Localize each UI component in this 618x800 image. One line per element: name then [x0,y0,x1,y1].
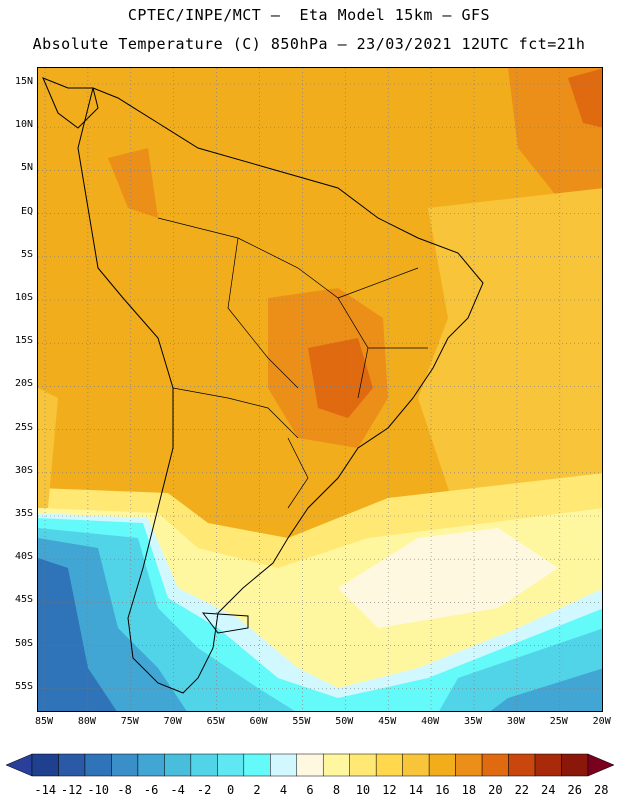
colorbar-swatch [137,753,165,777]
longitude-label: 70W [163,716,182,727]
field-hotter-core [308,338,373,418]
colorbar-swatch [270,753,298,777]
latitude-label: 25S [14,421,33,433]
longitude-label: 35W [463,716,483,727]
colorbar-swatch [217,753,245,777]
south-america-outline [77,87,484,694]
colorbar-label: -14 [34,783,57,797]
colorbar-label: 4 [279,783,288,797]
field-hot-andes-north [108,148,158,218]
colorbar-label: 10 [355,783,371,797]
colorbar-label: 12 [382,783,397,797]
colorbar-label: -4 [170,783,185,797]
longitude-label: 50W [335,716,354,727]
longitude-label: 20W [592,716,611,727]
field-cool-se [490,668,602,711]
malvinas-outline [201,612,249,634]
colorbar-swatch [375,753,403,777]
colorbar-swatch [58,753,86,777]
longitude-label: 45W [378,716,397,727]
longitude-label: 55W [292,716,311,727]
colorbar-label: -12 [60,783,83,797]
colorbar-swatch [111,753,139,777]
longitude-label: 85W [34,716,54,727]
longitude-label: 60W [249,716,268,727]
country-borders [157,217,428,509]
longitude-label: 65W [206,716,225,727]
colorbar-label: -2 [196,783,212,797]
colorbar-swatch [84,753,112,777]
colorbar-swatch [402,753,430,777]
colorbar-label: -6 [143,783,159,797]
colorbar-swatch [31,753,59,777]
colorbar-label: 8 [332,783,341,797]
latitude-label: EQ [20,205,33,217]
latitude-label: 30S [14,464,33,476]
colorbar-label: -10 [87,783,110,797]
longitude-label: 40W [421,716,440,727]
colorbar-high-arrow [587,753,615,777]
field-mild-atlantic [418,188,602,538]
longitude-label: 80W [77,716,96,727]
field-cream-south [338,528,558,628]
colorbar-label: 20 [488,783,503,797]
title-line-2: Absolute Temperature (C) 850hPa – 23/03/… [32,35,586,53]
colorbar-label: 16 [435,783,450,797]
latitude-label: 15S [14,335,33,347]
colorbar-swatch [243,753,271,777]
colorbar [5,753,615,777]
colorbar-low-arrow [5,753,33,777]
latitude-label: 35S [14,508,33,519]
latitude-label: 45S [14,594,33,606]
latitude-label: 5N [20,162,33,174]
colorbar-swatch [561,753,589,777]
colorbar-label: 24 [541,783,556,797]
latitude-label: 10N [14,119,33,131]
colorbar-label: 18 [461,783,477,797]
temperature-map [38,68,602,711]
colorbar-label: 26 [567,783,582,797]
colorbar-swatch [190,753,218,777]
longitude-label: 75W [120,716,139,727]
colorbar-swatch [508,753,536,777]
colorbar-label: 28 [594,783,609,797]
latitude-label: 20S [14,378,33,390]
colorbar-swatch [296,753,324,777]
colorbar-swatch [349,753,377,777]
colorbar-label: 14 [408,783,424,797]
latitude-label: 55S [14,680,33,692]
colorbar-swatch [428,753,456,777]
colorbar-label: 0 [226,783,235,797]
colorbar-label: -8 [117,783,132,797]
title-line-1: CPTEC/INPE/MCT – Eta Model 15km – GFS [127,6,491,24]
latitude-label: 40S [14,551,33,563]
colorbar-label: 22 [514,783,530,797]
colorbar-swatch [164,753,192,777]
field-hotter-ne [568,68,602,128]
latitude-label: 5S [20,248,33,260]
central-america-outline [42,77,99,129]
latitude-label: 10S [14,292,33,303]
colorbar-label: 6 [306,783,314,797]
colorbar-swatches [5,753,615,777]
colorbar-swatch [322,753,350,777]
longitude-label: 30W [506,716,525,727]
colorbar-swatch [481,753,509,777]
field-mild-pacific [38,388,58,508]
colorbar-label: 2 [253,783,261,797]
colorbar-swatch [455,753,483,777]
colorbar-swatch [534,753,562,777]
latitude-label: 15N [14,76,33,87]
longitude-label: 25W [549,716,568,727]
map-panel [37,67,603,712]
latitude-label: 50S [14,637,33,649]
field-cold-southwest [38,558,117,711]
